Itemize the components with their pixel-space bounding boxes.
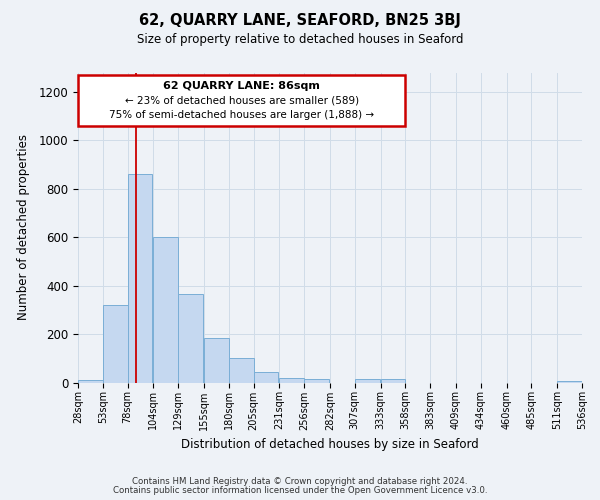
Text: Contains public sector information licensed under the Open Government Licence v3: Contains public sector information licen…	[113, 486, 487, 495]
Bar	[178, 294, 203, 382]
Bar	[355, 379, 380, 382]
Text: Contains HM Land Registry data © Crown copyright and database right 2024.: Contains HM Land Registry data © Crown c…	[132, 477, 468, 486]
Bar	[154, 237, 178, 382]
Text: Size of property relative to detached houses in Seaford: Size of property relative to detached ho…	[137, 33, 463, 46]
Bar	[103, 305, 128, 382]
FancyBboxPatch shape	[78, 75, 406, 126]
Bar	[280, 378, 304, 382]
Y-axis label: Number of detached properties: Number of detached properties	[17, 134, 30, 320]
Text: 62 QUARRY LANE: 86sqm: 62 QUARRY LANE: 86sqm	[163, 81, 320, 91]
Bar	[128, 174, 152, 382]
Text: 75% of semi-detached houses are larger (1,888) →: 75% of semi-detached houses are larger (…	[109, 110, 374, 120]
Bar	[254, 372, 278, 382]
Text: 62, QUARRY LANE, SEAFORD, BN25 3BJ: 62, QUARRY LANE, SEAFORD, BN25 3BJ	[139, 12, 461, 28]
Bar	[229, 358, 254, 382]
Bar	[304, 379, 329, 382]
Bar	[380, 379, 406, 382]
X-axis label: Distribution of detached houses by size in Seaford: Distribution of detached houses by size …	[181, 438, 479, 451]
Bar	[78, 380, 103, 382]
Bar	[204, 338, 229, 382]
Text: ← 23% of detached houses are smaller (589): ← 23% of detached houses are smaller (58…	[125, 96, 359, 106]
